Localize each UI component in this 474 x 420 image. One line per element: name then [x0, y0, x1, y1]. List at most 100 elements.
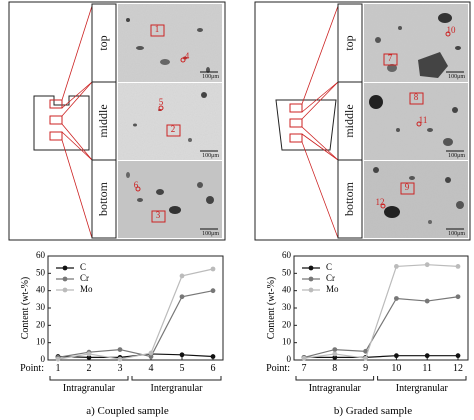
data-point-c — [455, 353, 461, 359]
data-point-cr — [363, 348, 368, 354]
micrograph-panel-right: top middle bottom — [254, 1, 471, 241]
x-tick-label: 4 — [149, 363, 154, 374]
y-tick-label: 10 — [36, 337, 46, 347]
data-point-mo — [55, 356, 61, 362]
data-point-cr — [394, 296, 399, 301]
group-label: Intergranular — [396, 383, 449, 394]
y-tick-label: 40 — [36, 285, 46, 295]
group-label: Intragranular — [63, 383, 116, 394]
data-point-mo — [179, 273, 185, 279]
left-row-label-bottom: bottom — [96, 181, 110, 216]
x-tick-label: 3 — [118, 363, 123, 374]
x-tick-label: 12 — [453, 363, 463, 374]
y-tick-label: 20 — [282, 319, 292, 329]
data-point-cr — [210, 288, 216, 294]
x-tick-label: 9 — [363, 363, 368, 374]
data-point-mo — [455, 264, 461, 269]
right-point-label-12: 12 — [376, 197, 385, 207]
left-point-label-4: 4 — [185, 51, 190, 61]
data-point-c — [86, 355, 92, 360]
legend-marker — [62, 287, 68, 293]
legend-marker — [308, 287, 314, 293]
right-row-label-top: top — [342, 35, 356, 50]
y-tick-label: 60 — [282, 250, 292, 260]
right-row-label-middle: middle — [342, 104, 356, 137]
y-tick-label: 50 — [36, 267, 46, 277]
y-tick-label: 0 — [287, 354, 292, 364]
data-point-mo — [424, 262, 430, 268]
x-tick-label: 5 — [180, 363, 185, 374]
legend-label-mo: Mo — [326, 284, 339, 294]
right-scale-label-bottom: 100μm — [448, 231, 465, 237]
right-scale-label-middle: 100μm — [448, 153, 465, 159]
x-tick-label: 8 — [332, 363, 337, 374]
y-axis-label: Content (wt-%) — [266, 277, 277, 340]
legend-label-cr: Cr — [326, 273, 335, 283]
y-axis-label: Content (wt-%) — [20, 277, 31, 340]
data-point-mo — [332, 351, 338, 357]
micrograph-right-top — [364, 4, 468, 82]
data-point-c — [179, 352, 185, 358]
right-point-label-8: 8 — [414, 92, 419, 102]
series-line-mo — [57, 268, 214, 360]
series-line-mo — [303, 264, 459, 359]
x-tick-label: 7 — [302, 363, 307, 374]
data-point-mo — [86, 351, 92, 357]
micrograph-panel-left: top middle bottom — [8, 1, 226, 241]
y-tick-label: 20 — [36, 319, 46, 329]
group-bracket — [295, 376, 375, 381]
data-point-mo — [210, 266, 216, 272]
legend-label-mo: Mo — [80, 284, 93, 294]
x-tick-label: 1 — [56, 363, 61, 374]
data-point-c — [394, 353, 399, 359]
data-point-c — [424, 353, 430, 359]
x-tick-label: 10 — [391, 363, 401, 374]
right-scale-label-top: 100μm — [448, 74, 465, 80]
data-point-cr — [117, 347, 123, 352]
data-point-mo — [394, 264, 399, 269]
data-point-c — [332, 355, 338, 360]
x-prefix-label: Point: — [20, 363, 44, 374]
group-label: Intragranular — [309, 383, 362, 394]
y-tick-label: 30 — [282, 302, 292, 312]
y-tick-label: 50 — [282, 267, 292, 277]
data-point-mo — [117, 356, 123, 362]
series-line-cr — [57, 290, 214, 358]
right-point-label-11: 11 — [419, 115, 428, 125]
y-tick-label: 30 — [36, 302, 46, 312]
group-bracket — [49, 376, 129, 381]
plot-area — [47, 255, 224, 361]
group-label: Intergranular — [150, 383, 203, 394]
micrograph-right-bottom — [364, 161, 468, 238]
y-tick-label: 0 — [41, 354, 46, 364]
legend-label-cr: Cr — [80, 273, 89, 283]
legend-label-c: C — [326, 262, 332, 272]
legend-marker — [62, 265, 68, 271]
micrograph-left-bottom — [118, 161, 222, 238]
group-bracket — [131, 376, 222, 381]
data-point-cr — [424, 298, 430, 304]
left-row-label-top: top — [96, 35, 110, 50]
y-tick-label: 10 — [282, 337, 292, 347]
data-point-mo — [301, 355, 307, 361]
micrograph-left-middle — [118, 83, 222, 160]
figure-caption: a) Coupled sample — [86, 405, 169, 417]
right-point-label-7: 7 — [388, 53, 393, 63]
x-prefix-label: Point: — [266, 363, 290, 374]
left-point-label-3: 3 — [156, 210, 161, 220]
right-point-label-9: 9 — [405, 182, 410, 192]
legend-marker — [62, 276, 68, 282]
x-tick-label: 11 — [422, 363, 432, 374]
data-point-mo — [148, 350, 154, 356]
legend-marker — [308, 276, 314, 282]
chart-graded-sample: 0 10 20 30 40 50 60 Content (wt-%) Point: 7 8 9 10 11… — [266, 250, 469, 417]
left-point-label-2: 2 — [171, 124, 176, 134]
group-bracket — [377, 376, 467, 381]
legend-marker — [308, 265, 314, 271]
left-scale-label-middle: 100μm — [202, 153, 219, 159]
series-line-cr — [303, 296, 459, 358]
data-point-cr — [179, 294, 185, 300]
data-point-c — [210, 354, 216, 359]
plot-area — [293, 255, 469, 361]
left-row-label-middle: middle — [96, 104, 110, 137]
